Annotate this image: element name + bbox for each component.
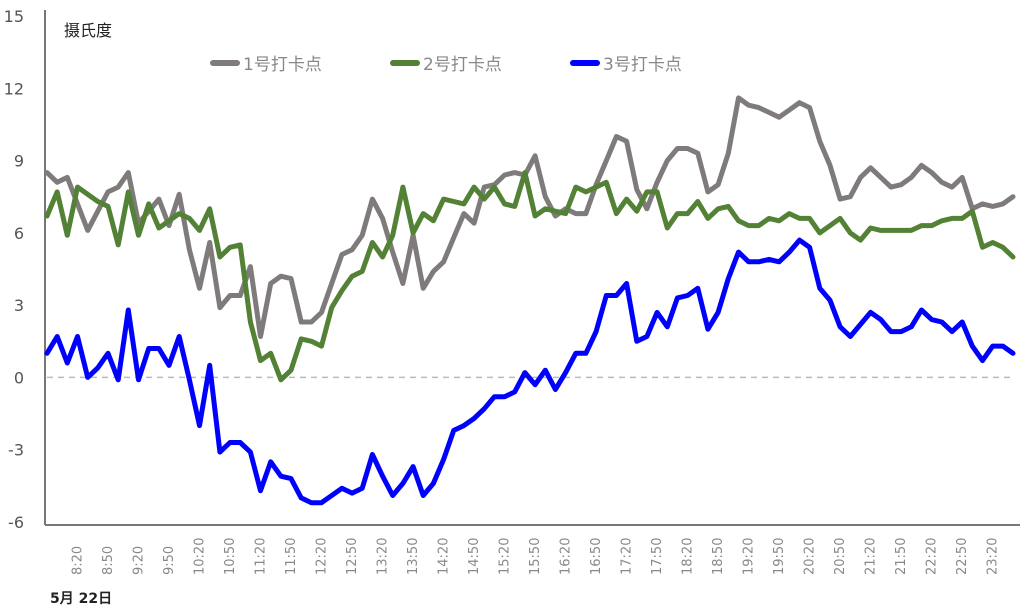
x-tick-label: 20:50 [833, 538, 848, 575]
x-axis-ticks: 8:20 8:50 9:20 9:50 10:20 10:50 11:20 11:50 12:2… [71, 538, 1001, 575]
legend-swatch-blue [570, 59, 600, 66]
x-tick-label: 16:50 [589, 538, 604, 575]
x-tick-label: 18:20 [681, 538, 696, 575]
x-tick-label: 12:50 [345, 538, 360, 575]
x-tick-label: 20:20 [803, 538, 818, 575]
legend-swatch-gray [210, 59, 240, 66]
y-axis-unit-label: 摄氏度 [64, 21, 113, 40]
y-tick-label: -3 [8, 441, 24, 460]
series-line-1 [44, 95, 1016, 339]
legend-item-2: 2号打卡点 [390, 50, 502, 75]
x-tick-label: 21:20 [864, 538, 879, 575]
y-tick-label: -6 [8, 513, 24, 532]
x-tick-label: 17:20 [620, 538, 635, 575]
legend-item-1: 1号打卡点 [210, 50, 322, 75]
x-tick-label: 15:20 [498, 538, 513, 575]
date-label: 5月 22日 [50, 591, 113, 607]
legend-item-3: 3号打卡点 [570, 50, 682, 75]
x-tick-label: 22:20 [925, 538, 940, 575]
x-tick-label: 15:50 [528, 538, 543, 575]
y-tick-label: 15 [4, 7, 24, 26]
legend-swatch-green [390, 59, 420, 66]
x-tick-label: 8:50 [101, 546, 116, 575]
legend-label: 1号打卡点 [243, 55, 322, 75]
y-tick-label: 0 [14, 368, 24, 387]
series-line-3 [44, 237, 1016, 506]
x-tick-label: 9:50 [162, 546, 177, 575]
x-tick-label: 10:50 [223, 538, 238, 575]
x-tick-label: 14:50 [467, 538, 482, 575]
x-tick-label: 14:20 [437, 538, 452, 575]
x-tick-label: 11:20 [254, 538, 269, 575]
legend-label: 3号打卡点 [603, 55, 682, 75]
x-tick-label: 11:50 [284, 538, 299, 575]
x-tick-label: 19:50 [772, 538, 787, 575]
x-tick-label: 12:20 [315, 538, 330, 575]
x-tick-label: 18:50 [711, 538, 726, 575]
x-tick-label: 22:50 [955, 538, 970, 575]
x-tick-label: 13:50 [406, 538, 421, 575]
x-tick-label: 10:20 [193, 538, 208, 575]
y-axis-ticks: 15 12 9 6 3 0 -3 -6 [4, 7, 24, 532]
x-tick-label: 16:20 [559, 538, 574, 575]
y-tick-label: 3 [14, 296, 24, 315]
y-tick-label: 12 [4, 79, 24, 98]
legend-label: 2号打卡点 [423, 55, 502, 75]
x-tick-label: 19:20 [742, 538, 757, 575]
x-tick-label: 17:50 [650, 538, 665, 575]
x-tick-label: 21:50 [894, 538, 909, 575]
y-tick-label: 6 [14, 224, 24, 243]
series-line-2 [44, 170, 1016, 383]
y-tick-label: 9 [14, 152, 24, 171]
x-tick-label: 9:20 [132, 546, 147, 575]
x-tick-label: 13:20 [376, 538, 391, 575]
x-tick-label: 8:20 [71, 546, 86, 575]
series-lines [44, 95, 1016, 506]
x-tick-label: 23:20 [986, 538, 1001, 575]
